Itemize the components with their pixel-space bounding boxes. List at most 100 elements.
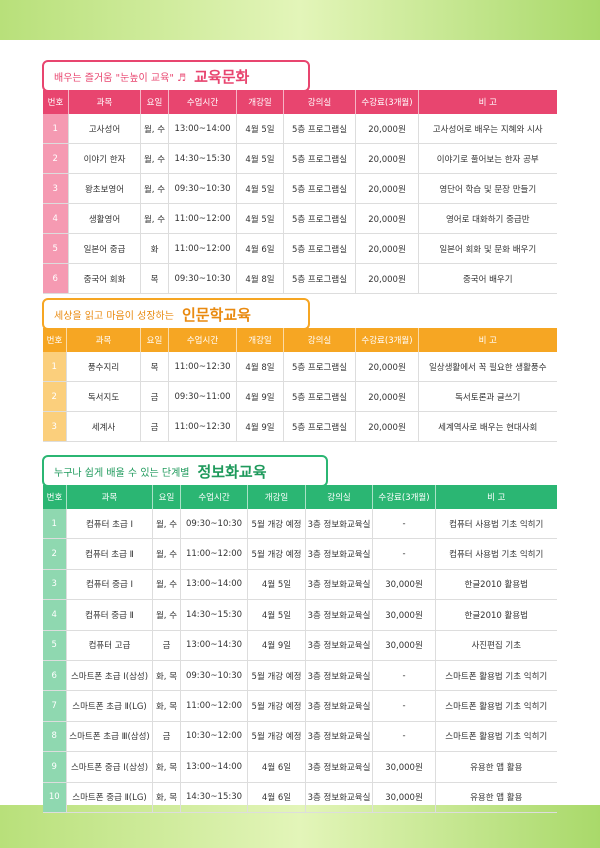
table-cell: 왕초보영어	[68, 173, 141, 204]
table-cell: 5월 개강 예정	[247, 721, 306, 753]
table-row: 1 고사성어 월, 수 13:00~14:00 4월 5일 5층 프로그램실 20,000원…	[42, 114, 557, 144]
table-cell: 3층 정보화교육실	[305, 721, 373, 753]
header-cell: 개강일	[236, 328, 284, 352]
table-cell: 11:00~12:30	[168, 411, 237, 442]
table-cell: 일상생활에서 꼭 필요한 생활풍수	[418, 352, 557, 382]
table-cell: 영단어 학습 및 문장 만들기	[418, 173, 557, 204]
table-cell: 09:30~10:30	[180, 660, 248, 692]
table-cell: 13:00~14:00	[180, 751, 248, 783]
schedule-table: 번호 과목 요일 수업시간 개강일 강의실 수강료(3개월) 비 고 1 풍수지리 목 11:00~1…	[42, 328, 557, 442]
section-banner: 배우는 즐거움 "눈높이 교육" ♬ 교육문화	[42, 60, 310, 92]
table-cell: 14:30~15:30	[180, 599, 248, 631]
table-cell: 11:00~12:30	[168, 352, 237, 382]
table-cell: 영어로 대화하기 중급반	[418, 203, 557, 234]
table-cell: 독서토론과 글쓰기	[418, 381, 557, 412]
table-cell: 생활영어	[68, 203, 141, 234]
table-cell: 월, 수	[152, 538, 181, 570]
table-cell: 스마트폰 중급 Ⅱ(LG)	[66, 782, 153, 813]
banner-title: 교육문화	[194, 67, 250, 86]
section-banner: 세상을 읽고 마음이 성장하는 인문학교육	[42, 298, 310, 330]
row-number: 1	[42, 114, 69, 144]
header-cell: 수업시간	[168, 90, 237, 114]
table-cell: 4월 5일	[236, 143, 284, 174]
header-cell: 수업시간	[180, 485, 248, 509]
header-cell: 수강료(3개월)	[355, 328, 419, 352]
table-cell: 이야기 한자	[68, 143, 141, 174]
table-cell: 5층 프로그램실	[283, 352, 356, 382]
table-cell: 일본어 회화 및 문화 배우기	[418, 233, 557, 264]
table-cell: 월, 수	[152, 599, 181, 631]
table-row: 5 컴퓨터 고급 금 13:00~14:30 4월 9일 3층 정보화교육실 30,000원…	[42, 630, 557, 661]
table-row: 6 중국어 회화 목 09:30~10:30 4월 8일 5층 프로그램실 20,000원 중…	[42, 263, 557, 294]
row-number: 6	[42, 660, 67, 692]
table-cell: 09:30~10:30	[168, 173, 237, 204]
table-cell: 13:00~14:00	[180, 569, 248, 601]
table-cell: 5층 프로그램실	[283, 263, 356, 294]
table-cell: 20,000원	[355, 203, 419, 234]
table-cell: 5월 개강 예정	[247, 690, 306, 722]
table-cell: 3층 정보화교육실	[305, 660, 373, 692]
header-row: 번호 과목 요일 수업시간 개강일 강의실 수강료(3개월) 비 고	[42, 328, 557, 352]
table-cell: 스마트폰 초급 Ⅱ(LG)	[66, 690, 153, 722]
table-cell: 목	[140, 263, 169, 294]
table-cell: 3층 정보화교육실	[305, 599, 373, 631]
table-cell: 중국어 배우기	[418, 263, 557, 294]
table-cell: 4월 9일	[236, 381, 284, 412]
table-cell: 한글2010 활용법	[435, 599, 557, 631]
table-row: 2 이야기 한자 월, 수 14:30~15:30 4월 5일 5층 프로그램실 20,00…	[42, 143, 557, 174]
table-cell: 5월 개강 예정	[247, 509, 306, 540]
header-cell: 강의실	[305, 485, 373, 509]
table-cell: 14:30~15:30	[180, 782, 248, 813]
row-number: 7	[42, 690, 67, 722]
table-cell: 13:00~14:00	[168, 114, 237, 144]
header-cell: 요일	[140, 90, 169, 114]
table-cell: 화	[140, 233, 169, 264]
table-cell: 11:00~12:00	[168, 233, 237, 264]
table-cell: 스마트폰 중급 Ⅰ(삼성)	[66, 751, 153, 783]
row-number: 4	[42, 599, 67, 631]
table-cell: 월, 수	[140, 114, 169, 144]
table-cell: 30,000원	[372, 569, 436, 601]
table-cell: 월, 수	[152, 569, 181, 601]
banner-subtitle: 누구나 쉽게 배울 수 있는 단계별	[54, 467, 190, 479]
table-cell: 5층 프로그램실	[283, 233, 356, 264]
row-number: 2	[42, 538, 67, 570]
table-cell: 4월 9일	[236, 411, 284, 442]
table-cell: 금	[152, 630, 181, 661]
table-cell: 화, 목	[152, 660, 181, 692]
table-cell: 스마트폰 활용법 기초 익히기	[435, 690, 557, 722]
table-cell: 화, 목	[152, 690, 181, 722]
table-cell: 20,000원	[355, 233, 419, 264]
header-row: 번호 과목 요일 수업시간 개강일 강의실 수강료(3개월) 비 고	[42, 485, 557, 509]
table-cell: -	[372, 721, 436, 753]
table-cell: 고사성어	[68, 114, 141, 144]
table-cell: 3층 정보화교육실	[305, 690, 373, 722]
table-cell: 중국어 회화	[68, 263, 141, 294]
table-cell: -	[372, 690, 436, 722]
table-cell: 월, 수	[140, 203, 169, 234]
table-cell: 5층 프로그램실	[283, 114, 356, 144]
table-cell: 스마트폰 활용법 기초 익히기	[435, 721, 557, 753]
table-cell: 화, 목	[152, 782, 181, 813]
row-number: 3	[42, 173, 69, 204]
header-cell: 비 고	[435, 485, 557, 509]
schedule-table: 번호 과목 요일 수업시간 개강일 강의실 수강료(3개월) 비 고 1 컴퓨터 초급 Ⅰ 월, 수…	[42, 485, 557, 813]
header-cell: 개강일	[236, 90, 284, 114]
table-row: 1 컴퓨터 초급 Ⅰ 월, 수 09:30~10:30 5월 개강 예정 3층 정보화교육…	[42, 509, 557, 540]
table-row: 3 왕초보영어 월, 수 09:30~10:30 4월 5일 5층 프로그램실 20,000…	[42, 173, 557, 204]
table-cell: 컴퓨터 사용법 기초 익히기	[435, 509, 557, 540]
table-cell: 일본어 중급	[68, 233, 141, 264]
header-cell: 과목	[68, 90, 141, 114]
table-cell: 금	[140, 411, 169, 442]
table-cell: 3층 정보화교육실	[305, 630, 373, 661]
banner-subtitle: 세상을 읽고 마음이 성장하는	[54, 310, 174, 322]
table-row: 6 스마트폰 초급 Ⅰ(삼성) 화, 목 09:30~10:30 5월 개강 예정 3층 …	[42, 660, 557, 692]
header-cell: 요일	[140, 328, 169, 352]
table-cell: 5층 프로그램실	[283, 173, 356, 204]
header-cell: 강의실	[283, 328, 356, 352]
table-cell: 5월 개강 예정	[247, 660, 306, 692]
table-cell: 11:00~12:00	[180, 690, 248, 722]
table-cell: 목	[140, 352, 169, 382]
table-cell: 11:00~12:00	[168, 203, 237, 234]
